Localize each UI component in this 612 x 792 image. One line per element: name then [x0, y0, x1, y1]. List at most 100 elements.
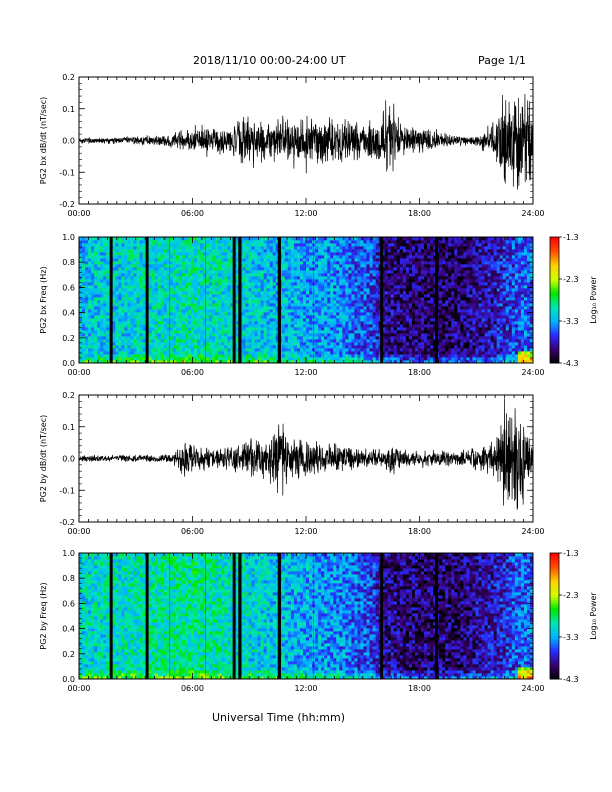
- bx_spec-cell: [88, 303, 92, 307]
- bx_spec-cell: [336, 252, 340, 256]
- bx_spec-cell: [133, 258, 137, 262]
- bx_spec-cell: [257, 336, 261, 340]
- bx_spec-cell: [121, 348, 125, 352]
- bx_spec-cell: [324, 246, 328, 250]
- bx_spec-cell: [139, 285, 143, 289]
- bx_spec-cell: [293, 237, 298, 241]
- bx_spec-cell: [309, 360, 313, 364]
- bx_spec-cell: [230, 348, 234, 352]
- bx_spec-cell: [333, 309, 337, 313]
- bx_spec-cell: [345, 300, 349, 304]
- bx_spec-cell: [106, 276, 110, 280]
- bx_spec-cell: [88, 261, 92, 265]
- bx_spec-cell: [200, 303, 204, 307]
- bx_spec-cell: [402, 309, 407, 313]
- bx_spec-cell: [124, 312, 128, 316]
- bx_spec-cell: [390, 318, 395, 322]
- bx_spec-cell: [272, 297, 277, 301]
- bx_spec-cell: [100, 291, 104, 295]
- bx_spec-cell: [396, 309, 401, 313]
- bx_spec-cell: [348, 279, 352, 283]
- bx_spec-cell: [393, 297, 398, 301]
- bx_spec-cell: [136, 351, 140, 355]
- bx_spec-cell: [260, 267, 265, 271]
- bx_spec-cell: [130, 237, 134, 241]
- bx_spec-cell: [197, 282, 201, 286]
- bx_spec-cell: [248, 300, 252, 304]
- bx_spec-cell: [421, 333, 425, 337]
- bx_spec-cell: [157, 333, 162, 337]
- bx_spec-cell: [263, 339, 268, 343]
- bx_spec-cell: [227, 315, 231, 319]
- bx_spec-cell: [127, 360, 131, 364]
- bx_spec-cell: [133, 285, 137, 289]
- bx_spec-cell: [411, 246, 416, 250]
- bx_spec-cell: [290, 270, 295, 274]
- bx_spec-cell: [360, 318, 364, 322]
- bx_spec-cell: [266, 306, 271, 310]
- bx_spec-cell: [221, 294, 225, 298]
- bx_spec-cell: [306, 330, 310, 334]
- bx_spec-cell: [290, 336, 295, 340]
- bx_spec-cell: [408, 252, 413, 256]
- bx_spec-cell: [417, 276, 422, 280]
- bx_spec-cell: [112, 237, 116, 241]
- bx_spec-cell: [254, 285, 258, 289]
- bx_spec-cell: [263, 321, 268, 325]
- bx_spec-cell: [82, 357, 86, 361]
- bx_spec-cell: [97, 315, 101, 319]
- bx_spec-cell: [408, 330, 413, 334]
- bx_spec-cell: [227, 345, 231, 349]
- bx_spec-cell: [224, 336, 228, 340]
- bx_spec-cell: [103, 279, 107, 283]
- bx_spec-cell: [287, 297, 292, 301]
- bx_spec-cell: [348, 246, 352, 250]
- bx_spec-cell: [387, 339, 392, 343]
- bx_spec-cell: [224, 327, 228, 331]
- bx_spec-cell: [372, 327, 377, 331]
- bx_spec-cell: [330, 294, 334, 298]
- bx_spec-cell: [399, 303, 404, 307]
- bx_spec-cell: [421, 243, 425, 247]
- bx_spec-cell: [139, 246, 143, 250]
- bx_spec-cell: [184, 285, 189, 289]
- bx_spec-cell: [339, 327, 343, 331]
- bx_spec-cell: [242, 342, 246, 346]
- bx_spec-cell: [390, 285, 395, 289]
- bx_spec-cell: [218, 255, 222, 259]
- bx_spec-cell: [224, 348, 228, 352]
- bx_spec-cell: [354, 348, 358, 352]
- bx_spec-cell: [351, 306, 355, 310]
- bx_spec-cell: [348, 318, 352, 322]
- bx_spec-cell: [309, 348, 313, 352]
- bx_spec-cell: [293, 318, 298, 322]
- bx_spec-cell: [408, 255, 413, 259]
- bx_spec-cell: [266, 267, 271, 271]
- bx_spec-cell: [200, 285, 204, 289]
- bx_spec-cell: [330, 246, 334, 250]
- bx_spec-cell: [169, 348, 174, 352]
- bx_spec-cell: [221, 360, 225, 364]
- bx_spec-cell: [97, 246, 101, 250]
- bx_spec-cell: [351, 351, 355, 355]
- bx_spec-cell: [118, 261, 122, 265]
- bx_spec-cell: [315, 348, 319, 352]
- bx_spec-cell: [393, 300, 398, 304]
- bx_spec-cell: [299, 258, 304, 262]
- bx_spec-cell: [227, 291, 231, 295]
- bx_spec-cell: [203, 252, 207, 256]
- bx_spec-cell: [414, 258, 419, 262]
- bx_spec-cell: [130, 300, 134, 304]
- bx_spec-cell: [148, 288, 153, 292]
- bx_spec-cell: [154, 360, 159, 364]
- bx_spec-cell: [339, 291, 343, 295]
- bx_spec-cell: [411, 339, 416, 343]
- bx_spec-cell: [194, 297, 198, 301]
- bx_spec-cell: [399, 348, 404, 352]
- bx_spec-cell: [339, 249, 343, 253]
- bx_spec-cell: [287, 336, 292, 340]
- bx_spec-cell: [206, 360, 210, 364]
- bx_spec-cell: [88, 321, 92, 325]
- bx_spec-cell: [318, 318, 322, 322]
- bx_spec-cell: [324, 324, 328, 328]
